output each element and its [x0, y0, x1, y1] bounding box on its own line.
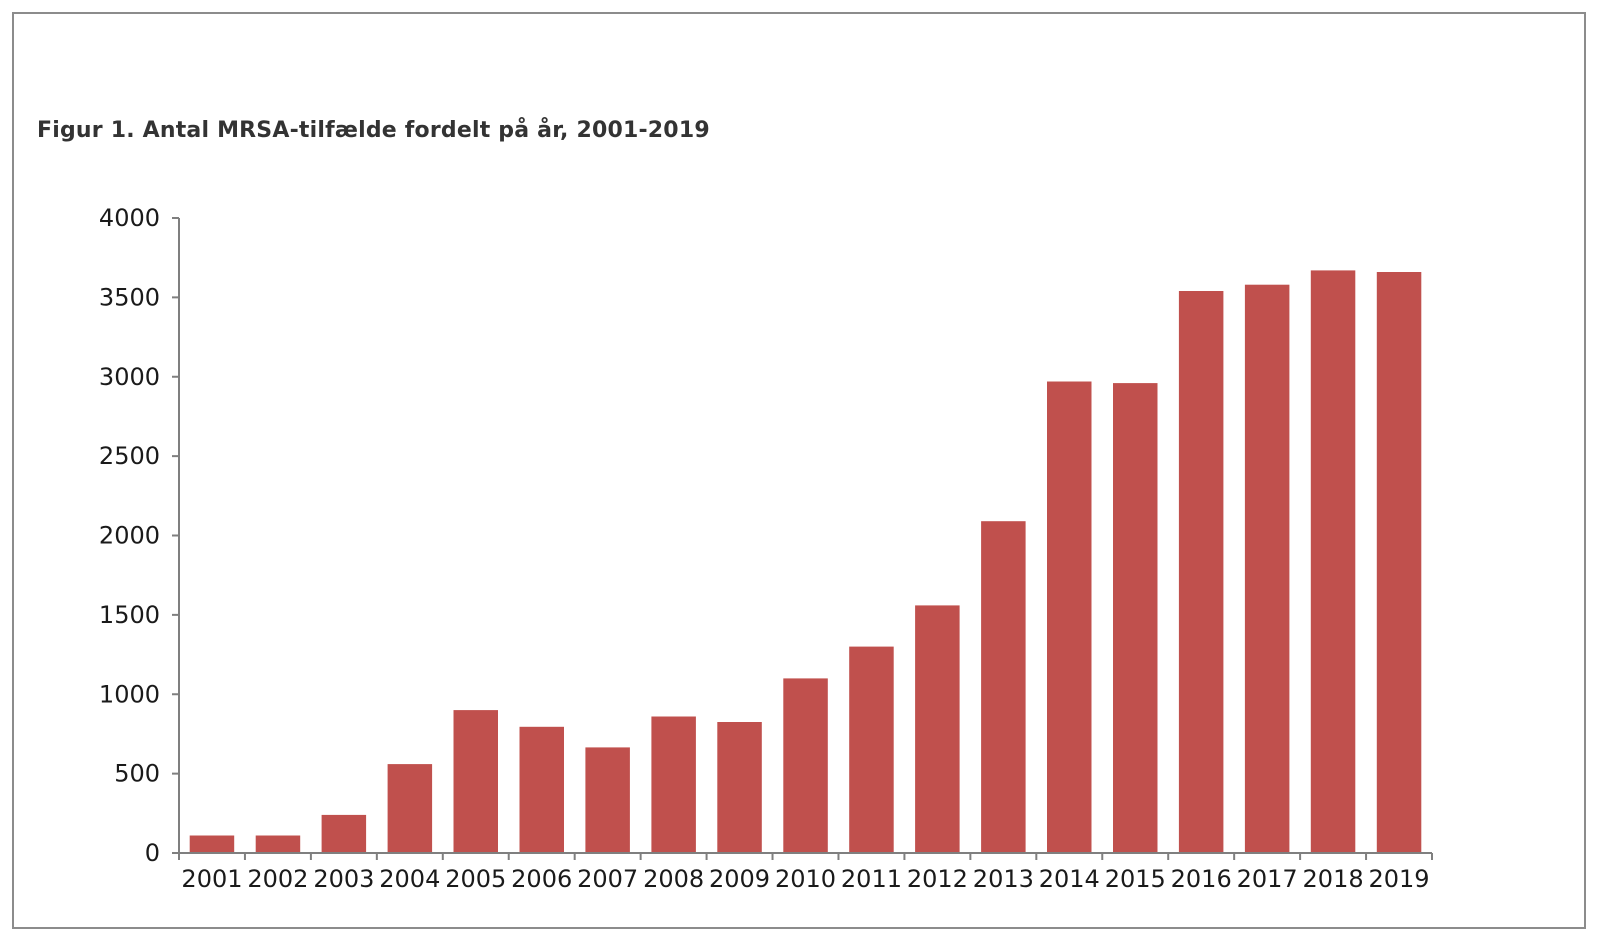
x-tick-label: 2011: [841, 865, 902, 893]
bar-2009: [717, 722, 762, 853]
x-tick-label: 2010: [775, 865, 836, 893]
bar-2016: [1178, 291, 1224, 853]
x-tick-label: 2015: [1105, 865, 1166, 893]
bar-2001: [189, 835, 235, 853]
y-tick-label: 2500: [99, 442, 160, 470]
bar-2014: [1047, 381, 1092, 853]
x-tick-label: 2002: [247, 865, 308, 893]
x-tick-label: 2019: [1368, 865, 1429, 893]
bar-2008: [651, 716, 696, 853]
y-tick-label: 2000: [99, 522, 160, 550]
x-tick-label: 2001: [181, 865, 242, 893]
y-tick-label: 1500: [99, 601, 160, 629]
x-tick-label: 2008: [643, 865, 704, 893]
chart-title: Figur 1. Antal MRSA-tilfælde fordelt på …: [37, 118, 710, 143]
bar-2010: [783, 678, 828, 853]
x-tick-label: 2007: [577, 865, 638, 893]
x-tick-label: 2014: [1039, 865, 1100, 893]
y-tick-label: 3000: [99, 363, 160, 391]
x-tick-label: 2016: [1171, 865, 1232, 893]
x-tick-label: 2004: [379, 865, 440, 893]
x-tick-label: 2013: [973, 865, 1034, 893]
y-tick-label: 1000: [99, 680, 160, 708]
x-tick-label: 2009: [709, 865, 770, 893]
bar-2017: [1244, 284, 1290, 853]
x-tick-label: 2018: [1303, 865, 1364, 893]
x-tick-label: 2012: [907, 865, 968, 893]
bar-2006: [519, 726, 564, 853]
bar-2018: [1310, 270, 1356, 853]
bar-2007: [585, 747, 630, 853]
x-tick-label: 2006: [511, 865, 572, 893]
bar-2019: [1376, 272, 1422, 853]
x-tick-label: 2003: [313, 865, 374, 893]
bar-2004: [387, 764, 433, 853]
bar-2003: [321, 814, 367, 853]
y-tick-label: 4000: [99, 204, 160, 232]
y-tick-label: 3500: [99, 283, 160, 311]
y-tick-label: 0: [145, 839, 160, 867]
bar-2005: [453, 710, 498, 853]
x-tick-label: 2005: [445, 865, 506, 893]
x-tick-label: 2017: [1237, 865, 1298, 893]
bar-2011: [849, 646, 894, 853]
bar-2002: [255, 835, 301, 853]
bar-2012: [915, 605, 960, 853]
bar-2015: [1113, 383, 1158, 853]
bar-2013: [981, 521, 1026, 853]
y-tick-label: 500: [114, 760, 160, 788]
